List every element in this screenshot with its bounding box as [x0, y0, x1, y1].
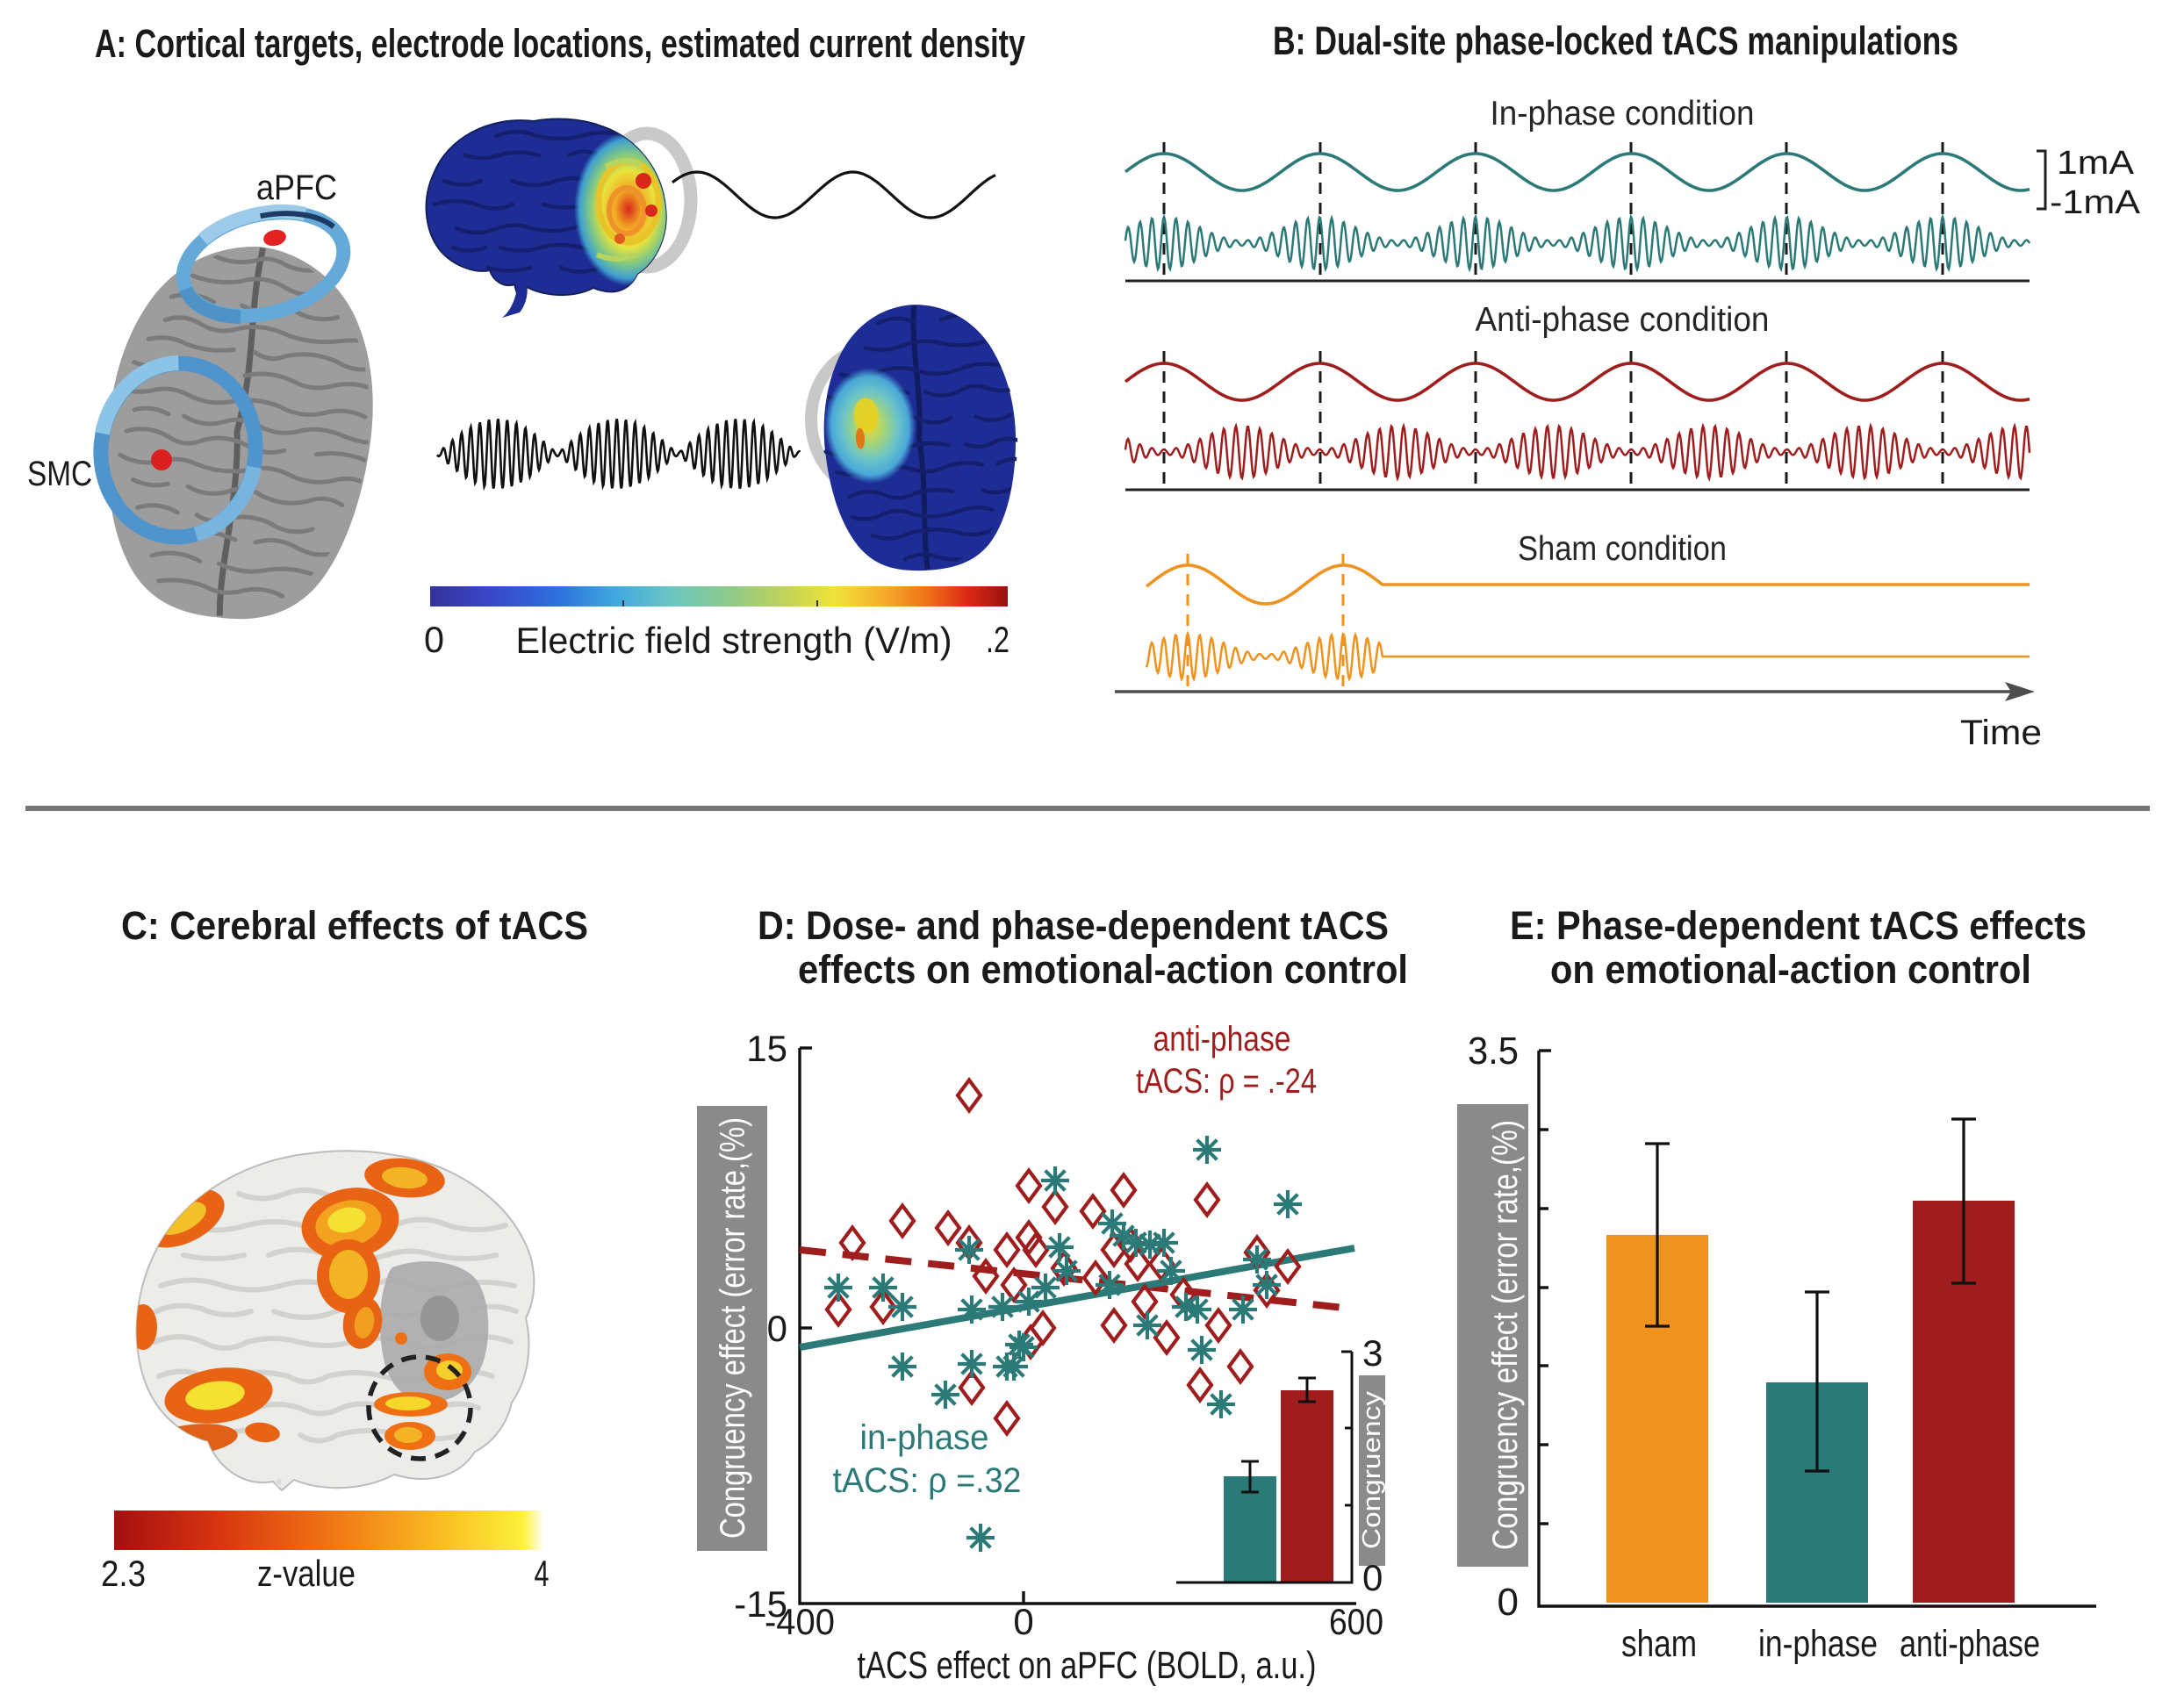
svg-text:0: 0	[1013, 1601, 1033, 1642]
svg-text:sham: sham	[1621, 1623, 1697, 1665]
svg-text:0: 0	[1498, 1581, 1519, 1624]
svg-text:3: 3	[1362, 1332, 1383, 1374]
svg-text:Anti-phase condition: Anti-phase condition	[1476, 301, 1770, 339]
svg-text:SMC: SMC	[27, 455, 92, 493]
svg-text:-400: -400	[765, 1601, 835, 1642]
svg-text:z-value: z-value	[257, 1553, 356, 1594]
svg-text:0: 0	[767, 1308, 787, 1349]
svg-text:600: 600	[1329, 1601, 1383, 1642]
svg-text:-1mA: -1mA	[2050, 184, 2141, 221]
svg-text:Congruency effect (error rate,: Congruency effect (error rate,(%)	[1486, 1120, 1525, 1550]
svg-text:2.3: 2.3	[101, 1553, 146, 1594]
svg-text:0: 0	[424, 619, 444, 660]
svg-text:tACS effect on aPFC (BOLD, a.u: tACS effect on aPFC (BOLD, a.u.)	[858, 1644, 1317, 1687]
svg-text:in-phase: in-phase	[1758, 1623, 1878, 1665]
svg-text:aPFC: aPFC	[256, 169, 337, 207]
svg-text:anti-phase: anti-phase	[1900, 1623, 2040, 1665]
svg-text:4: 4	[535, 1553, 550, 1594]
svg-text:.2: .2	[986, 619, 1009, 660]
svg-text:tACS: ρ =.32: tACS: ρ =.32	[833, 1461, 1022, 1500]
svg-text:In-phase condition: In-phase condition	[1491, 95, 1755, 133]
svg-text:tACS: ρ = .-24: tACS: ρ = .-24	[1136, 1062, 1317, 1101]
svg-text:C: Cerebral effects of tACS: C: Cerebral effects of tACS	[121, 903, 588, 948]
svg-text:D: Dose- and phase-dependent t: D: Dose- and phase-dependent tACS	[758, 903, 1389, 948]
svg-text:on emotional-action control: on emotional-action control	[1550, 947, 2031, 992]
svg-text:E: Phase-dependent tACS effect: E: Phase-dependent tACS effects	[1510, 903, 2087, 948]
svg-text:B: Dual-site phase-locked tACS: B: Dual-site phase-locked tACS manipulat…	[1273, 18, 1958, 63]
svg-text:-15: -15	[734, 1583, 787, 1625]
svg-text:0: 0	[1362, 1557, 1383, 1598]
svg-text:Congruency: Congruency	[1358, 1390, 1386, 1549]
svg-text:effects on emotional-action co: effects on emotional-action control	[798, 947, 1408, 992]
svg-text:Sham condition: Sham condition	[1518, 530, 1727, 568]
svg-text:Electric field strength (V/m): Electric field strength (V/m)	[516, 620, 952, 661]
svg-text:A: Cortical targets, electrode: A: Cortical targets, electrode locations…	[95, 21, 1025, 66]
svg-text:in-phase: in-phase	[860, 1418, 989, 1457]
svg-text:15: 15	[746, 1028, 787, 1069]
svg-text:1mA: 1mA	[2057, 145, 2135, 182]
svg-text:Time: Time	[1960, 714, 2042, 752]
svg-text:anti-phase: anti-phase	[1153, 1020, 1291, 1059]
svg-text:3.5: 3.5	[1468, 1030, 1519, 1073]
svg-text:Congruency effect (error rate,: Congruency effect (error rate,(%)	[714, 1117, 752, 1539]
